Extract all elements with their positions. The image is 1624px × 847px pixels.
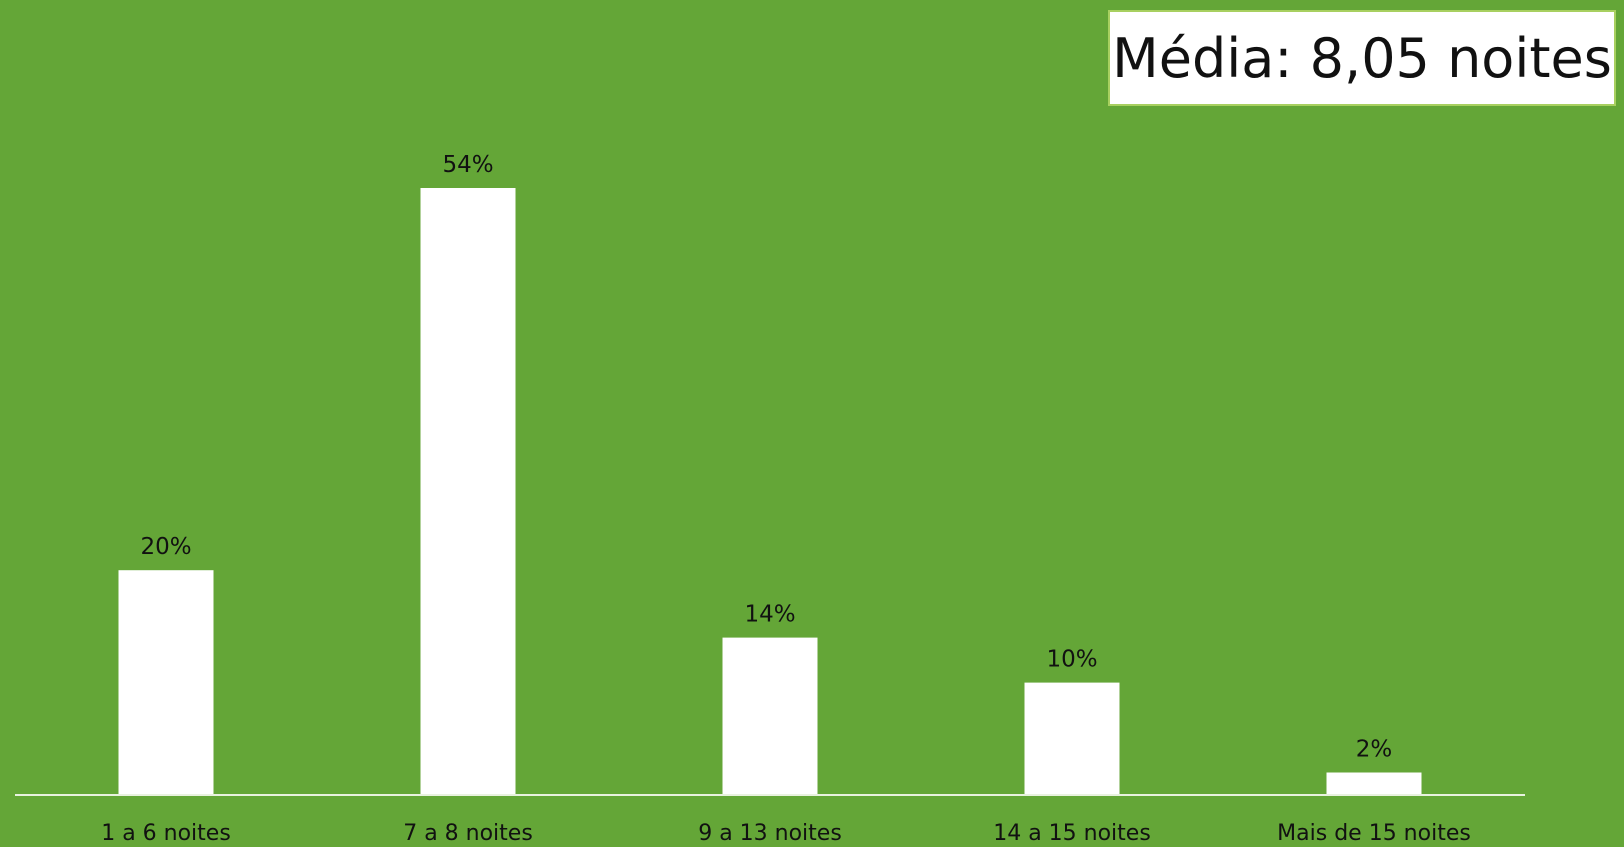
data-label: 54% [442, 152, 493, 178]
x-tick-label: 7 a 8 noites [403, 821, 533, 846]
data-label: 10% [1046, 647, 1097, 673]
data-label: 2% [1356, 737, 1393, 763]
bar [118, 570, 214, 795]
x-tick-label: Mais de 15 noites [1277, 821, 1471, 846]
data-label: 14% [744, 602, 795, 628]
average-annotation-box: Média: 8,05 noites [1108, 10, 1616, 106]
x-tick-label: 9 a 13 noites [698, 821, 842, 846]
x-tick-label: 14 a 15 noites [993, 821, 1151, 846]
bar [1326, 772, 1422, 795]
x-tick-label: 1 a 6 noites [101, 821, 231, 846]
data-label: 20% [140, 534, 191, 560]
bar [722, 637, 818, 795]
bar [1024, 682, 1120, 795]
bar [420, 188, 516, 795]
average-label: Média: 8,05 noites [1112, 26, 1612, 90]
